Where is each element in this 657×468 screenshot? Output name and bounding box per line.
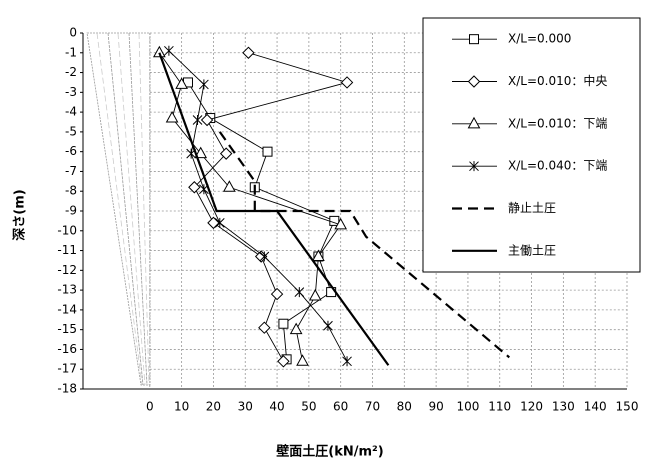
marker bbox=[222, 180, 236, 192]
marker bbox=[262, 146, 273, 157]
y-tick-label: -18 bbox=[57, 382, 77, 396]
legend-label: 主働土圧 bbox=[508, 243, 556, 257]
marker bbox=[308, 289, 322, 301]
x-tick-label: 40 bbox=[269, 400, 284, 414]
y-tick-label: -7 bbox=[65, 164, 77, 178]
x-tick-label: 100 bbox=[456, 400, 479, 414]
y-tick-label: -5 bbox=[65, 124, 77, 138]
series-line bbox=[158, 52, 342, 362]
x-tick-label: 90 bbox=[428, 400, 443, 414]
marker bbox=[289, 322, 303, 335]
x-tick-label: 120 bbox=[520, 400, 543, 414]
x-tick-label: 10 bbox=[174, 400, 189, 414]
y-tick-label: -1 bbox=[65, 45, 77, 59]
y-tick-label: -8 bbox=[65, 184, 77, 198]
marker bbox=[312, 249, 325, 261]
y-tick-label: -11 bbox=[57, 243, 77, 257]
marker bbox=[188, 181, 201, 194]
legend-label: 静止土圧 bbox=[508, 201, 556, 215]
marker bbox=[278, 318, 289, 329]
y-tick-label: 0 bbox=[69, 26, 77, 40]
series-line bbox=[218, 131, 511, 359]
marker bbox=[277, 355, 290, 368]
marker bbox=[192, 115, 203, 126]
x-tick-label: 140 bbox=[584, 400, 607, 414]
y-tick-label: -14 bbox=[57, 302, 77, 316]
marker bbox=[296, 354, 309, 366]
marker bbox=[199, 79, 209, 90]
x-tick-label: 0 bbox=[146, 400, 154, 414]
x-tick-label: 130 bbox=[552, 400, 575, 414]
marker bbox=[294, 287, 305, 298]
legend-label: X/L=0.010：中央 bbox=[508, 73, 607, 88]
x-tick-label: 50 bbox=[301, 400, 316, 414]
legend-marker bbox=[469, 34, 479, 45]
x-tick-label: 30 bbox=[238, 400, 253, 414]
marker bbox=[153, 45, 166, 58]
marker bbox=[270, 287, 284, 301]
legend-marker bbox=[469, 161, 479, 172]
wall-drawing bbox=[86, 32, 151, 386]
marker bbox=[258, 321, 271, 334]
series-line bbox=[168, 50, 348, 362]
series-line bbox=[158, 52, 390, 366]
legend-label: X/L=0.010：下端 bbox=[508, 116, 607, 130]
marker bbox=[323, 320, 333, 331]
marker bbox=[207, 216, 220, 230]
marker bbox=[214, 217, 225, 228]
x-tick-label: 150 bbox=[616, 400, 639, 414]
x-tick-label: 20 bbox=[206, 400, 221, 414]
y-tick-label: -10 bbox=[57, 223, 77, 237]
y-tick-label: -12 bbox=[57, 263, 77, 277]
y-tick-label: -4 bbox=[65, 105, 77, 119]
marker bbox=[175, 77, 188, 89]
y-tick-label: -13 bbox=[57, 283, 77, 297]
marker bbox=[165, 111, 179, 123]
legend-label: X/L=0.040：下端 bbox=[508, 159, 607, 173]
y-tick-label: -16 bbox=[57, 342, 77, 356]
x-tick-label: 110 bbox=[488, 400, 511, 414]
x-tick-label: 60 bbox=[333, 400, 348, 414]
marker bbox=[194, 146, 208, 159]
y-tick-label: -3 bbox=[65, 85, 77, 99]
y-tick-label: -17 bbox=[57, 362, 77, 376]
legend-marker bbox=[467, 116, 481, 129]
y-tick-label: -2 bbox=[65, 65, 77, 79]
marker bbox=[242, 46, 255, 59]
legend-box bbox=[422, 17, 641, 273]
legend-marker bbox=[467, 75, 481, 88]
marker bbox=[334, 217, 348, 230]
x-tick-label: 80 bbox=[397, 400, 412, 414]
marker bbox=[219, 147, 233, 160]
y-tick-label: -9 bbox=[65, 204, 77, 218]
marker bbox=[259, 251, 270, 262]
x-tick-label: 70 bbox=[365, 400, 380, 414]
marker bbox=[342, 356, 352, 367]
series-line bbox=[193, 52, 349, 362]
marker bbox=[164, 45, 174, 56]
y-axis-title: 深さ(m) bbox=[12, 189, 28, 240]
x-axis-title: 壁面土圧(kN/m²) bbox=[276, 444, 383, 460]
marker bbox=[340, 76, 354, 89]
y-tick-label: -6 bbox=[65, 144, 77, 158]
legend-label: X/L=0.000 bbox=[508, 32, 571, 46]
marker bbox=[200, 113, 214, 127]
y-tick-label: -15 bbox=[57, 322, 77, 336]
